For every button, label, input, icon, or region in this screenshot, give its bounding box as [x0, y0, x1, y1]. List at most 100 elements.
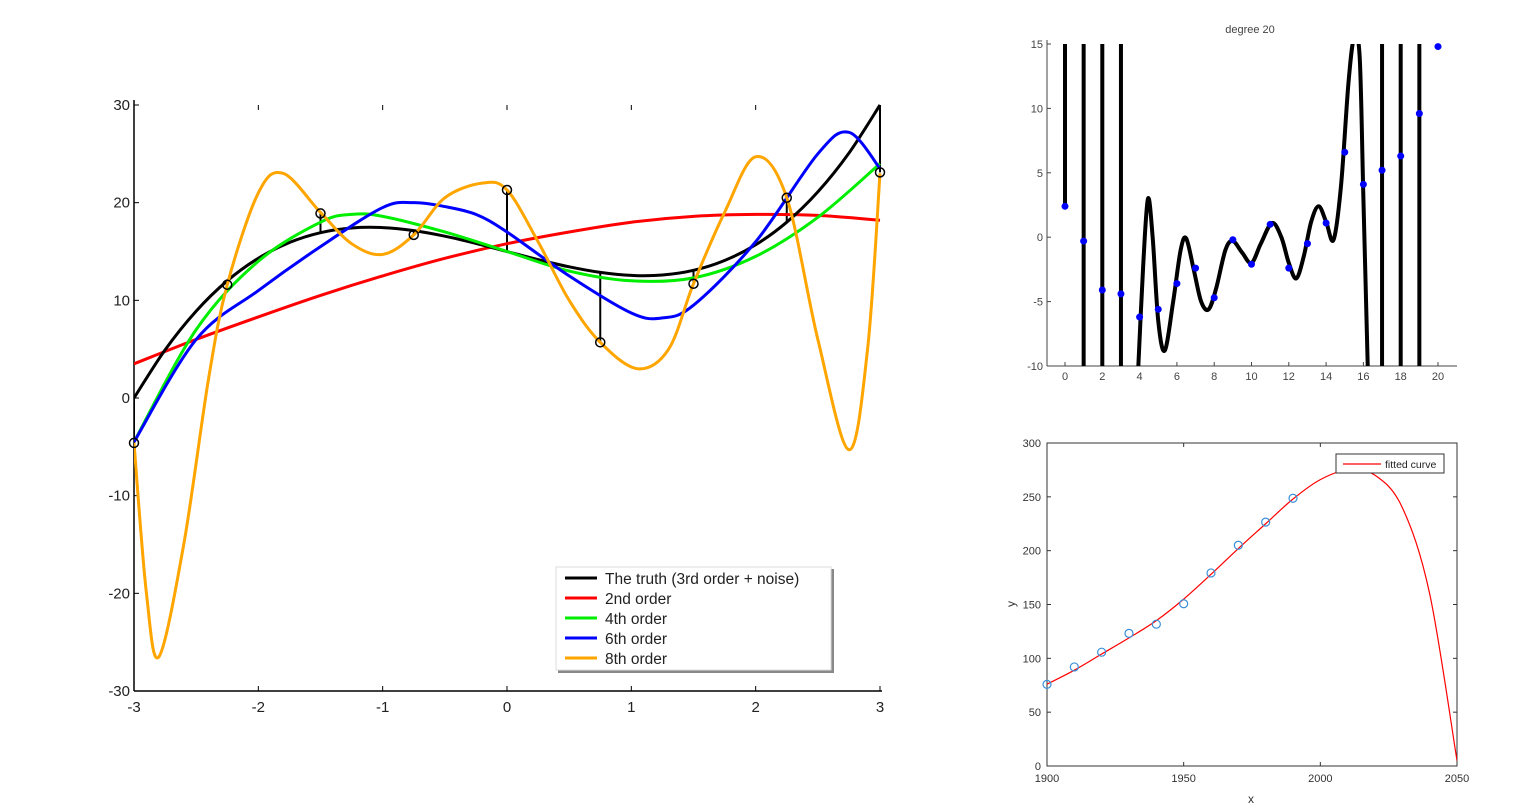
data-point — [222, 279, 233, 290]
y-tick-label: -10 — [108, 488, 130, 505]
data-point — [781, 192, 792, 204]
legend-label: 4th order — [605, 611, 667, 628]
x-tick-label: 3 — [876, 699, 884, 716]
y-tick-label: -30 — [108, 683, 130, 700]
legend-label: fitted curve — [1385, 459, 1437, 471]
data-point — [1397, 152, 1405, 160]
x-tick-label: 6 — [1174, 371, 1180, 383]
x-tick-label: 18 — [1395, 371, 1407, 383]
data-point — [1179, 599, 1189, 609]
y-tick-label: 100 — [1023, 653, 1041, 665]
data-point — [1098, 286, 1106, 294]
data-point — [1192, 264, 1200, 272]
legend-label: 6th order — [605, 631, 667, 648]
degree-20-chart: degree 20 0 2 4 6 8 10 12 14 16 18 20 -10 -5 0 5 10 15 — [1027, 24, 1457, 383]
data-point — [1248, 260, 1255, 268]
y-tick-label: 150 — [1023, 600, 1041, 612]
data-point — [1288, 493, 1298, 503]
x-tick-label: 2000 — [1308, 773, 1332, 785]
legend: fitted curve — [1335, 453, 1445, 474]
legend-label: 8th order — [605, 651, 667, 668]
x-tick-label: 2 — [1099, 371, 1105, 383]
data-point — [1124, 628, 1134, 638]
series-line-2 — [134, 162, 881, 443]
legend-box — [555, 566, 832, 671]
y-tick-label: 5 — [1037, 168, 1043, 180]
data-point — [1080, 237, 1088, 245]
data-point — [315, 208, 326, 219]
chart-title: degree 20 — [1225, 24, 1275, 36]
y-tick-label: 0 — [122, 390, 130, 407]
y-tick-label: 200 — [1023, 546, 1041, 558]
data-point — [1154, 305, 1162, 313]
data-point — [1206, 568, 1216, 578]
data-point — [408, 229, 419, 241]
data-point — [1136, 313, 1144, 321]
y-tick-label: -5 — [1033, 297, 1043, 309]
x-tick-label: 20 — [1432, 371, 1444, 383]
data-point — [595, 337, 606, 348]
plot-area — [134, 104, 882, 660]
y-tick-label: 15 — [1031, 39, 1043, 51]
data-point — [874, 167, 886, 178]
x-tick-label: 1 — [627, 699, 635, 716]
x-tick-label: 14 — [1320, 371, 1332, 383]
x-tick-label: -3 — [127, 699, 140, 716]
axes-box — [1046, 442, 1458, 767]
data-point — [1261, 517, 1271, 527]
data-point — [1069, 662, 1079, 672]
data-point — [1061, 202, 1069, 210]
y-tick-label: 30 — [113, 97, 130, 114]
x-tick-label: 1900 — [1035, 773, 1059, 785]
y-tick-label: 20 — [113, 195, 130, 212]
x-tick-label: -2 — [252, 699, 265, 716]
data-point — [1151, 619, 1161, 629]
series-line-3 — [134, 130, 882, 443]
data-point — [1378, 166, 1386, 174]
x-tick-label: -1 — [376, 699, 389, 716]
fitted-curve-chart: 1900 1950 2000 2050 0 50 100 150 200 250 300 x y fitt… — [1004, 438, 1469, 806]
data-point — [1341, 148, 1349, 156]
data-point — [1303, 240, 1311, 248]
series-line-4 — [134, 155, 882, 660]
y-tick-label: 10 — [113, 292, 130, 309]
x-tick-label: 0 — [503, 699, 511, 716]
data-point — [1233, 540, 1243, 550]
x-tick-label: 1950 — [1171, 773, 1195, 785]
plot-area — [1047, 468, 1457, 761]
x-tick-label: 0 — [1062, 371, 1068, 383]
x-tick-label: 16 — [1357, 371, 1369, 383]
y-tick-label: 50 — [1029, 707, 1041, 719]
y-tick-label: 250 — [1023, 492, 1041, 504]
y-tick-label: 0 — [1035, 761, 1041, 773]
data-point — [1266, 220, 1274, 228]
data-point — [1097, 647, 1107, 657]
data-point — [1117, 290, 1125, 298]
data-point — [1229, 236, 1237, 244]
y-axis-label: y — [1004, 601, 1018, 607]
x-tick-label: 12 — [1283, 371, 1295, 383]
data-point — [1359, 180, 1367, 188]
data-point — [1210, 294, 1218, 302]
data-point — [688, 278, 699, 289]
x-tick-label: 10 — [1245, 371, 1257, 383]
x-tick-label: 4 — [1137, 371, 1143, 383]
legend: The truth (3rd order + noise) 2nd order 4t… — [555, 566, 834, 673]
legend-label: 2nd order — [605, 591, 671, 608]
plot-area — [1063, 44, 1422, 366]
legend-box — [1335, 453, 1445, 474]
data-point — [1173, 280, 1181, 288]
data-point — [128, 437, 140, 449]
fitted-curve-line — [1047, 468, 1457, 761]
data-point — [1322, 219, 1330, 227]
x-tick-label: 2050 — [1445, 773, 1469, 785]
y-tick-label: -10 — [1027, 361, 1043, 373]
data-point — [1285, 264, 1293, 272]
y-tick-label: -20 — [108, 585, 130, 602]
data-point — [1042, 679, 1052, 689]
data-point — [1415, 110, 1423, 118]
x-tick-label: 2 — [751, 699, 759, 716]
x-axis-label: x — [1248, 792, 1254, 806]
